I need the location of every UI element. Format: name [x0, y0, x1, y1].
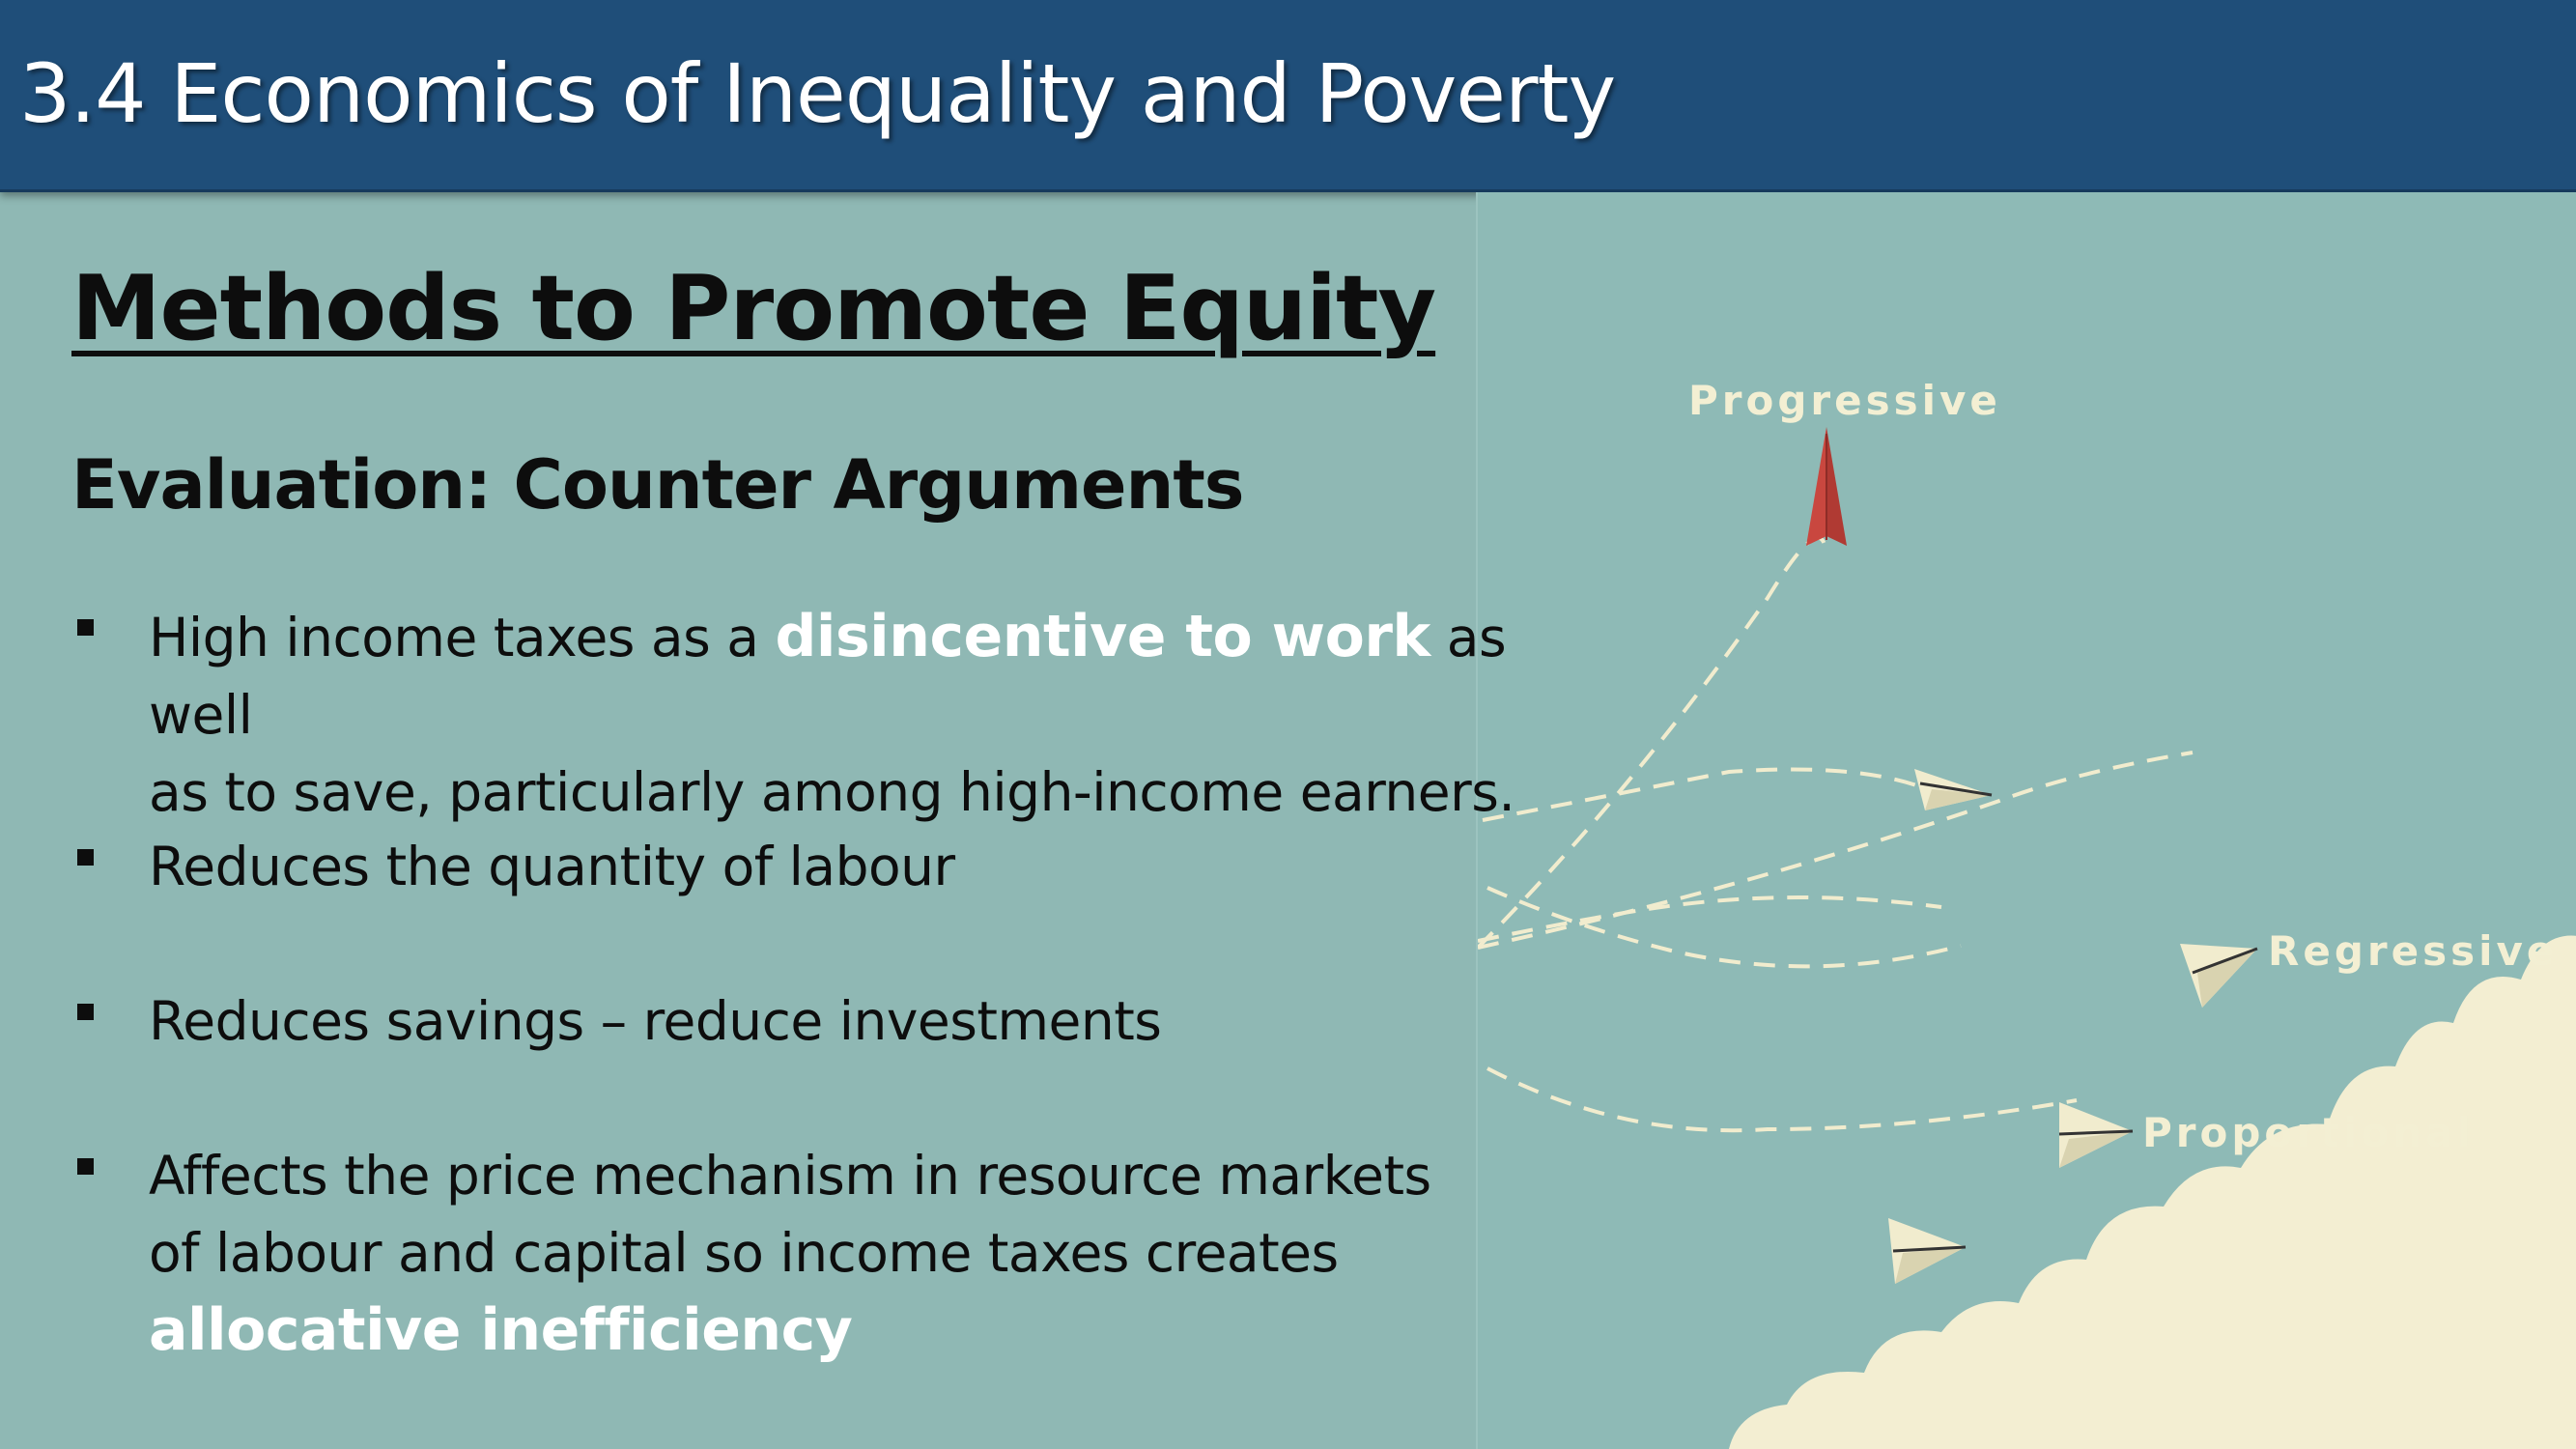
bullet-text-part: as to save, particularly among high-inco… — [149, 761, 1515, 823]
bullet-text-part: of labour and capital so income taxes cr… — [149, 1222, 1339, 1284]
bullet-text-part: Affects the price mechanism in resource … — [149, 1145, 1431, 1207]
tax-types-illustration: Progressive Regressive Proportional — [1476, 192, 2576, 1449]
progressive-label: Progressive — [1688, 377, 2001, 424]
paper-planes-graphic: Progressive Regressive Proportional — [1478, 377, 2576, 1449]
highlight-term: allocative inefficiency — [149, 1296, 853, 1364]
bullet-square-icon — [77, 619, 94, 636]
bullet-text-part: as well — [149, 607, 1507, 746]
cloud-graphic — [1729, 935, 2576, 1449]
progressive-plane-icon — [1806, 427, 1847, 546]
slide-header: 3.4 Economics of Inequality and Poverty — [0, 0, 2576, 192]
slide-content: Methods to Promote Equity Evaluation: Co… — [0, 192, 1584, 1449]
lower-path — [1486, 1066, 2078, 1133]
proportional-label: Proportional — [2142, 1109, 2475, 1156]
highlight-term: disincentive to work — [775, 603, 1430, 670]
curved-path — [1478, 895, 1942, 943]
slide-title: 3.4 Economics of Inequality and Poverty — [19, 46, 1616, 141]
proportional-plane-icon — [2058, 1102, 2134, 1168]
regressive-plane-icon — [2180, 944, 2258, 1008]
bullet-text: High income taxes as a disincentive to w… — [149, 598, 1598, 831]
upper-curve-path — [1482, 767, 1933, 822]
bullet-square-icon — [77, 1158, 94, 1175]
section-heading: Methods to Promote Equity — [71, 256, 1436, 360]
bullet-square-icon — [77, 849, 94, 866]
regressive-label: Regressive — [2268, 927, 2558, 975]
bullet-text: Affects the price mechanism in resource … — [149, 1137, 1598, 1370]
paper-plane-upper-icon — [1914, 769, 1993, 810]
bullet-text: Reduces savings – reduce investments — [149, 990, 1162, 1052]
bullet-square-icon — [77, 1004, 94, 1020]
bullet-text: Reduces the quantity of labour — [149, 836, 955, 897]
section-subheading: Evaluation: Counter Arguments — [71, 445, 1244, 525]
bullet-text-part: High income taxes as a — [149, 607, 776, 668]
paper-plane-lower-icon — [1888, 1218, 1967, 1284]
proportional-path — [1486, 886, 1962, 969]
